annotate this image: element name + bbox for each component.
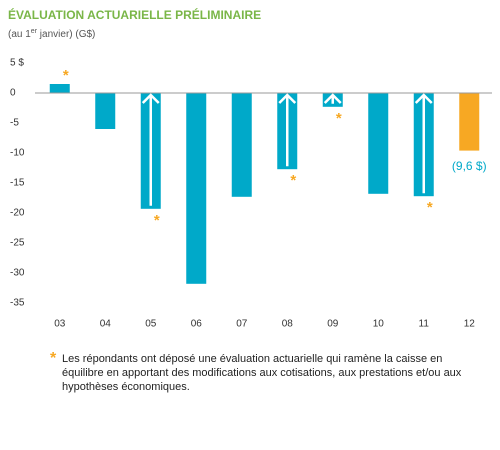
subtitle-part: janvier) (G$) xyxy=(37,29,95,40)
flag-symbol: * xyxy=(336,110,342,127)
flag-symbol: * xyxy=(427,199,433,216)
x-tick-label: 09 xyxy=(327,319,339,330)
bar xyxy=(95,93,116,129)
footnote-text: Les répondants ont déposé une évaluation… xyxy=(62,353,462,393)
subtitle-sup: er xyxy=(31,28,38,35)
flag-symbol: * xyxy=(154,212,160,229)
y-tick-label: 0 xyxy=(10,88,16,99)
x-tick-label: 11 xyxy=(419,319,430,330)
bar xyxy=(459,93,480,151)
bar xyxy=(186,93,207,284)
arrow xyxy=(323,93,342,104)
x-tick-label: 12 xyxy=(464,319,476,330)
value-label: (9,6 $) xyxy=(452,159,487,173)
x-tick-label: 10 xyxy=(373,319,385,330)
arrow xyxy=(141,93,160,206)
y-tick-label: -5 xyxy=(10,118,19,129)
arrow xyxy=(414,93,433,194)
x-tick-label: 06 xyxy=(191,319,203,330)
x-tick-label: 04 xyxy=(100,319,112,330)
bar xyxy=(368,93,389,194)
x-tick-label: 05 xyxy=(145,319,157,330)
flag-symbol: * xyxy=(290,172,296,189)
x-tick-label: 07 xyxy=(236,319,248,330)
subtitle-part: (au 1 xyxy=(8,29,31,40)
chart-subtitle: (au 1er janvier) (G$) xyxy=(8,28,95,40)
y-tick-label: 5 $ xyxy=(10,58,24,69)
x-tick-label: 03 xyxy=(54,319,66,330)
footnote-symbol: * xyxy=(50,350,57,367)
y-tick-label: -35 xyxy=(10,298,25,309)
y-tick-label: -30 xyxy=(10,268,25,279)
flag-symbol: * xyxy=(63,67,69,84)
chart-title: ÉVALUATION ACTUARIELLE PRÉLIMINAIRE xyxy=(8,7,261,22)
arrow xyxy=(278,93,297,167)
y-tick-label: -20 xyxy=(10,208,25,219)
y-tick-label: -10 xyxy=(10,148,25,159)
x-tick-label: 08 xyxy=(282,319,294,330)
bar xyxy=(231,93,252,197)
y-tick-label: -25 xyxy=(10,238,25,249)
bar xyxy=(49,84,70,93)
y-tick-label: -15 xyxy=(10,178,25,189)
